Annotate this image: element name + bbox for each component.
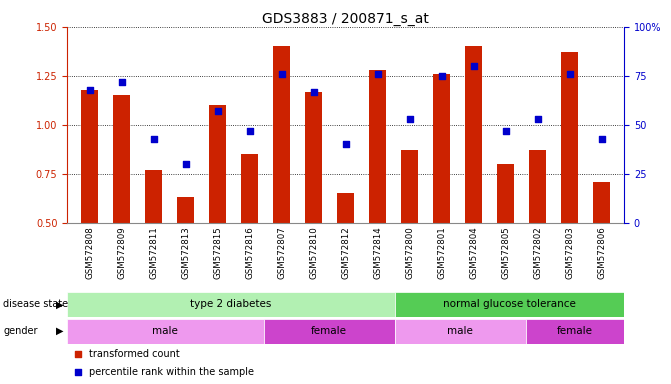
Point [308, 88, 319, 94]
Text: GSM572809: GSM572809 [117, 226, 126, 279]
Bar [337, 194, 354, 223]
Point [340, 141, 351, 147]
Point [372, 71, 383, 77]
Text: GSM572807: GSM572807 [277, 226, 286, 279]
Bar [241, 154, 258, 223]
Bar [465, 46, 482, 223]
Point [564, 71, 575, 77]
Bar [561, 52, 578, 223]
Bar [592, 182, 611, 223]
Text: GSM572804: GSM572804 [469, 226, 478, 279]
Text: GSM572800: GSM572800 [405, 226, 414, 279]
Bar [209, 105, 226, 223]
Point [244, 127, 255, 134]
Text: ▶: ▶ [56, 299, 64, 310]
Text: GSM572815: GSM572815 [213, 226, 222, 279]
Text: female: female [311, 326, 347, 336]
Text: GSM572816: GSM572816 [245, 226, 254, 279]
Text: GSM572811: GSM572811 [149, 226, 158, 279]
Text: GSM572802: GSM572802 [533, 226, 542, 279]
Text: GSM572806: GSM572806 [597, 226, 606, 279]
Point [532, 116, 543, 122]
Text: GSM572810: GSM572810 [309, 226, 318, 279]
Bar [395, 319, 526, 344]
Text: GSM572805: GSM572805 [501, 226, 510, 279]
Text: female: female [557, 326, 593, 336]
Text: ▶: ▶ [56, 326, 64, 336]
Text: normal glucose tolerance: normal glucose tolerance [443, 299, 576, 310]
Text: GSM572808: GSM572808 [85, 226, 94, 279]
Text: GSM572814: GSM572814 [373, 226, 382, 279]
Text: type 2 diabetes: type 2 diabetes [190, 299, 272, 310]
Text: disease state: disease state [3, 299, 68, 310]
Title: GDS3883 / 200871_s_at: GDS3883 / 200871_s_at [262, 12, 429, 26]
Bar [67, 292, 395, 317]
Bar [272, 46, 291, 223]
Point [276, 71, 287, 77]
Text: GSM572803: GSM572803 [565, 226, 574, 279]
Bar [401, 150, 419, 223]
Bar [526, 319, 624, 344]
Bar [67, 319, 264, 344]
Text: male: male [448, 326, 473, 336]
Point [597, 136, 607, 142]
Text: male: male [152, 326, 178, 336]
Text: GSM572801: GSM572801 [437, 226, 446, 279]
Bar [369, 70, 386, 223]
Text: gender: gender [3, 326, 38, 336]
Bar [529, 150, 546, 223]
Bar [145, 170, 162, 223]
Bar [176, 197, 195, 223]
Point [212, 108, 223, 114]
Bar [395, 292, 624, 317]
Bar [264, 319, 395, 344]
Point [442, 281, 452, 287]
Bar [81, 89, 99, 223]
Text: percentile rank within the sample: percentile rank within the sample [89, 366, 254, 377]
Point [180, 161, 191, 167]
Point [436, 73, 447, 79]
Bar [497, 164, 515, 223]
Point [148, 136, 159, 142]
Point [501, 127, 511, 134]
Text: GSM572813: GSM572813 [181, 226, 190, 279]
Point [468, 63, 479, 69]
Bar [433, 74, 450, 223]
Point [404, 116, 415, 122]
Text: GSM572812: GSM572812 [341, 226, 350, 279]
Bar [113, 96, 130, 223]
Point [116, 79, 127, 85]
Point [442, 124, 452, 130]
Bar [305, 91, 322, 223]
Point [84, 86, 95, 93]
Text: transformed count: transformed count [89, 349, 180, 359]
